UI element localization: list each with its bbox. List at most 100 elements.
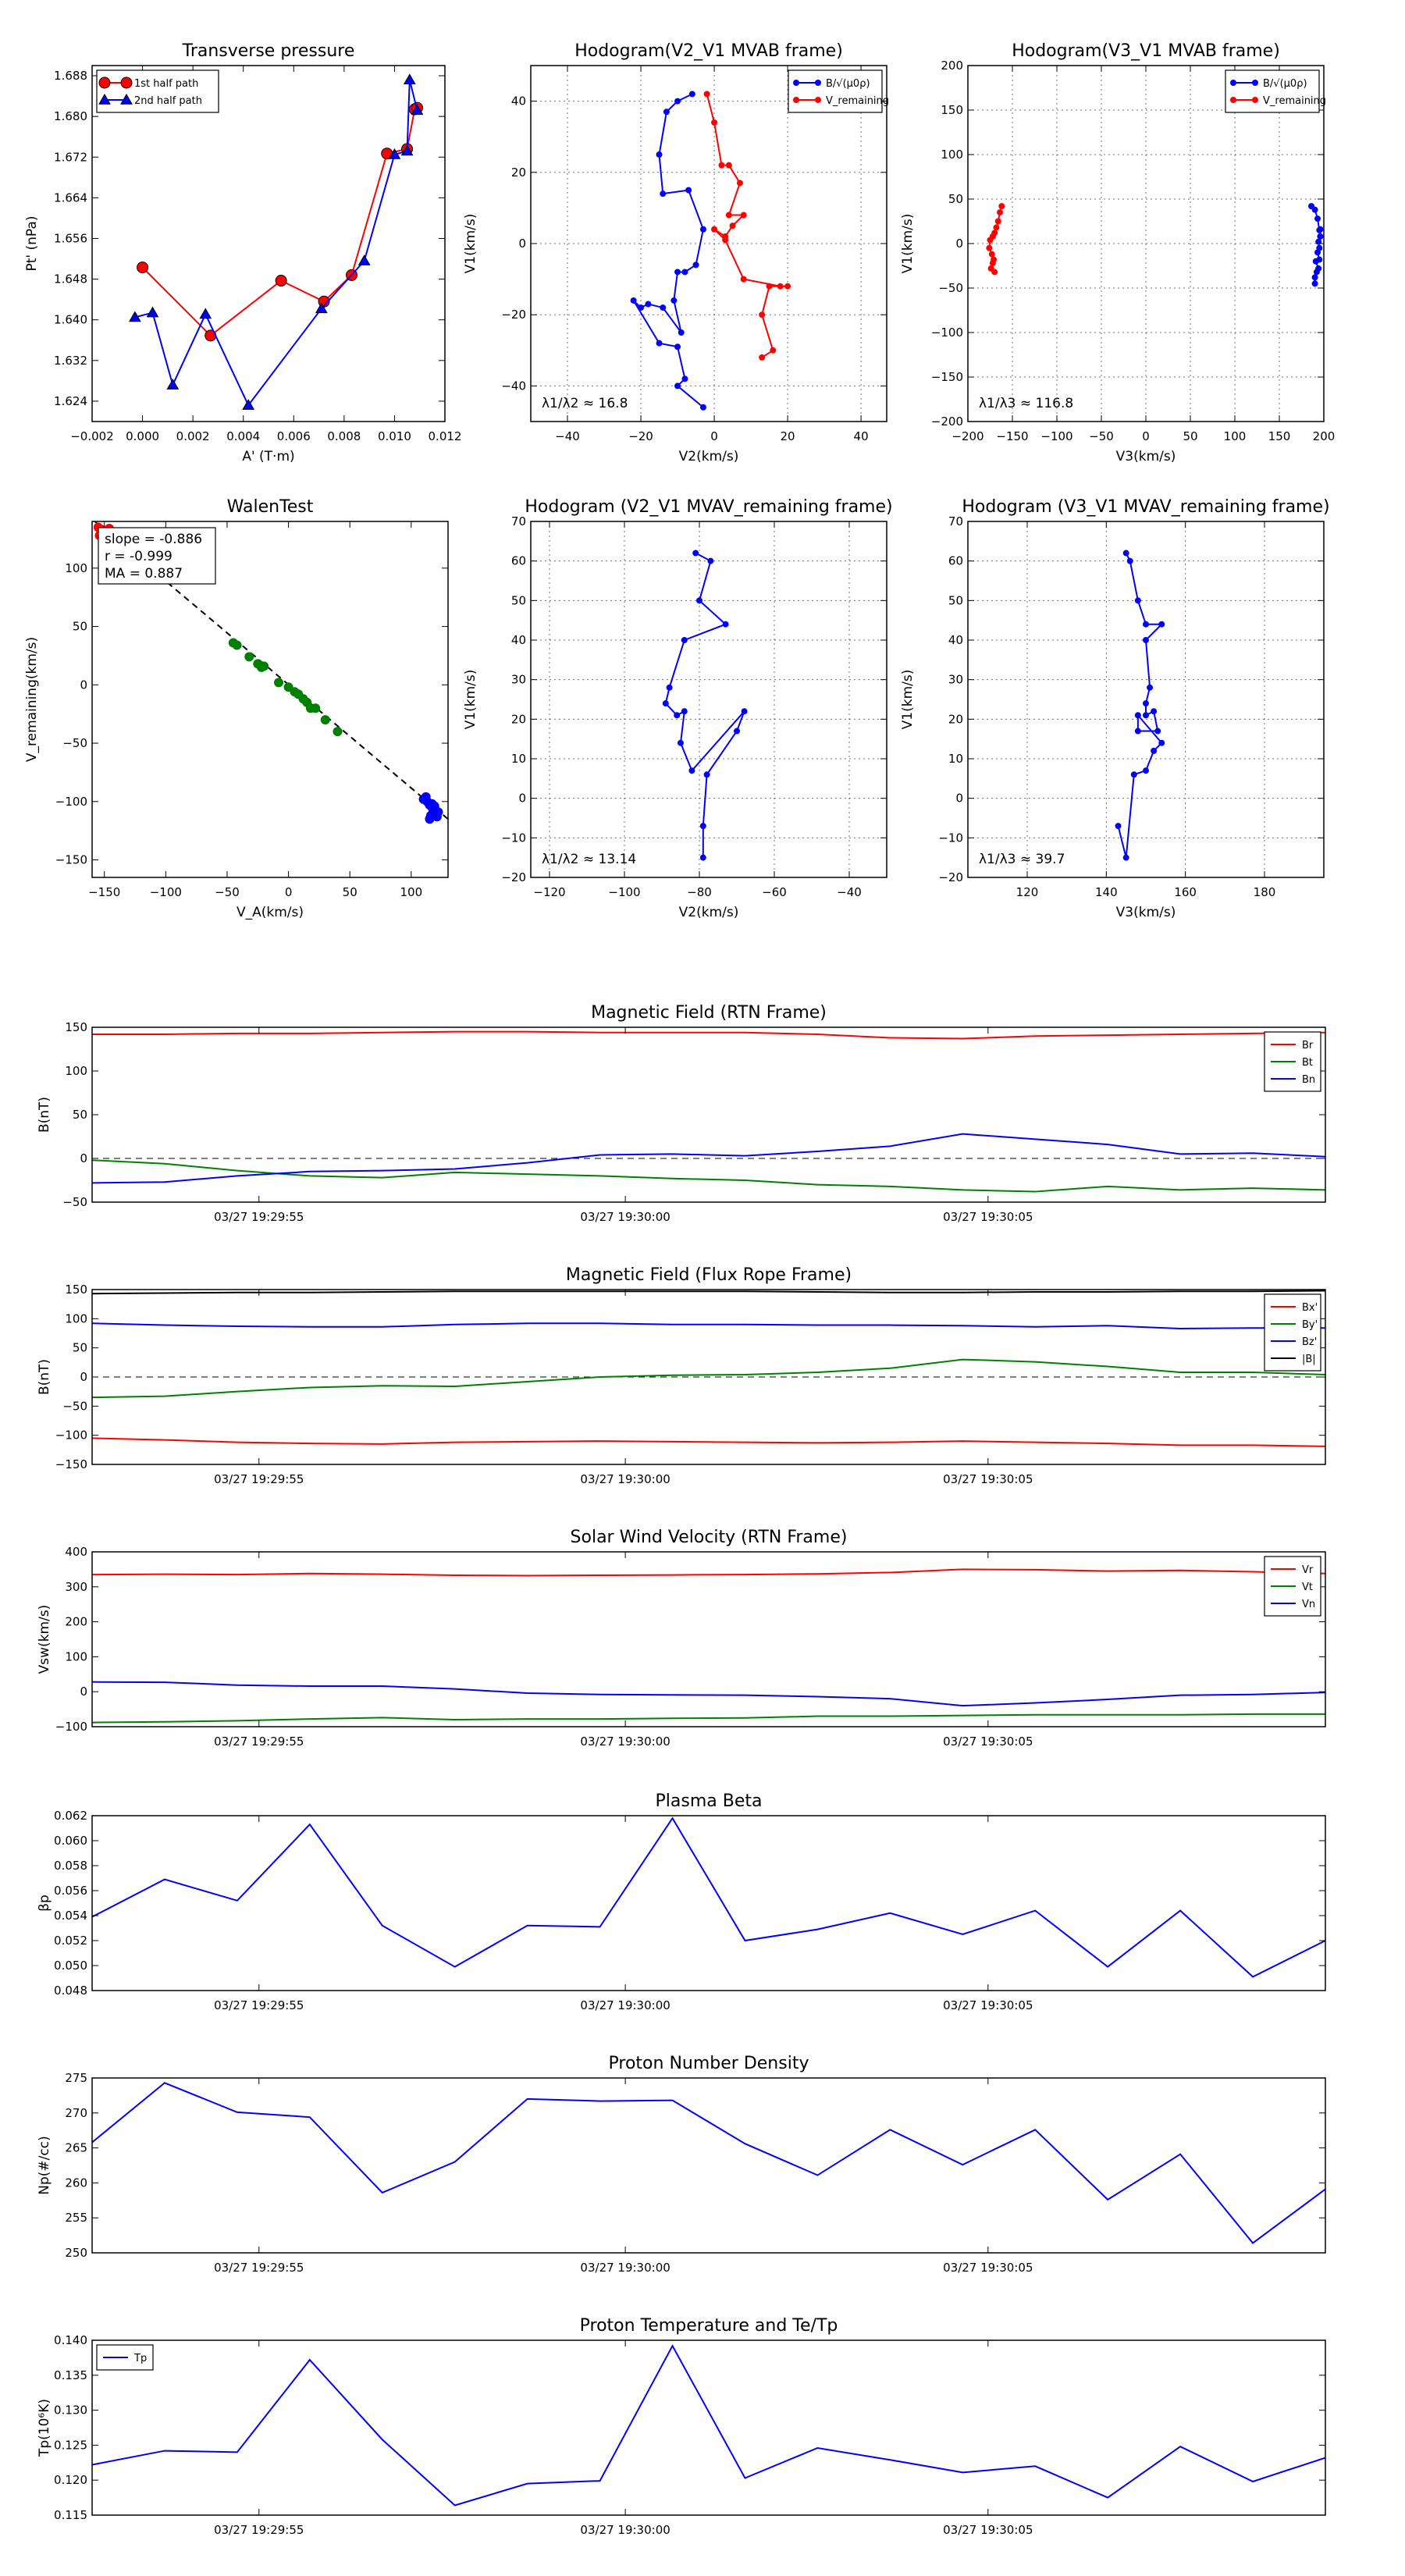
scatter-point	[244, 652, 254, 662]
y-tick-label: 0.060	[54, 1834, 87, 1848]
data-point	[699, 854, 706, 861]
y-tick-label: 30	[511, 673, 526, 687]
stats-line: r = -0.999	[105, 549, 173, 564]
x-axis-label: V2(km/s)	[679, 905, 739, 920]
legend-marker	[1230, 80, 1236, 86]
x-tick-label: 0.008	[327, 429, 361, 443]
data-point	[400, 144, 414, 156]
y-tick-label: 0.054	[54, 1909, 87, 1923]
legend-frame	[1225, 69, 1320, 113]
data-point	[388, 148, 401, 159]
y-tick-label: 20	[511, 165, 526, 180]
data-point	[662, 700, 669, 707]
data-point	[759, 311, 766, 318]
x-tick-label: 03/27 19:30:05	[943, 1998, 1033, 2012]
legend-marker	[120, 93, 133, 105]
x-tick-label: 0	[710, 429, 718, 443]
data-layer	[92, 1030, 1325, 1193]
legend: Br Bt Bn	[1264, 1031, 1321, 1092]
series-line-Bn	[92, 1133, 1325, 1184]
data-layer	[92, 1816, 1325, 1978]
y-tick-label: −150	[55, 1457, 87, 1471]
legend-label: Bz'	[1302, 1336, 1317, 1348]
data-point	[663, 109, 670, 116]
x-tick-label: −100	[608, 885, 640, 899]
x-tick-label: 03/27 19:30:00	[580, 1735, 670, 1749]
y-axis-label: Tp(10⁶K)	[37, 2399, 52, 2457]
data-point	[681, 375, 688, 382]
x-tick-label: 03/27 19:30:00	[580, 1998, 670, 2012]
data-point	[759, 354, 766, 361]
stats-line: MA = 0.887	[105, 566, 183, 582]
data-layer	[92, 2344, 1325, 2507]
data-layer	[986, 203, 1324, 287]
x-tick-label: 03/27 19:30:05	[943, 1472, 1033, 1486]
y-tick-label: 0.115	[54, 2508, 87, 2522]
data-point	[1143, 767, 1149, 774]
legend: Tp	[96, 2344, 154, 2371]
data-layer	[630, 91, 791, 411]
y-tick-label: 265	[65, 2141, 87, 2155]
y-tick-label: 0.140	[54, 2333, 87, 2347]
data-point	[638, 304, 645, 311]
legend-label: 2nd half path	[134, 95, 202, 107]
series-line-|B|	[92, 1290, 1325, 1295]
data-point	[1122, 550, 1129, 557]
y-tick-label: −100	[55, 1429, 87, 1443]
x-tick-label: 03/27 19:29:55	[214, 1735, 304, 1749]
data-point	[729, 222, 736, 229]
y-tick-label: 1.664	[54, 190, 87, 205]
axes-frame	[91, 2077, 1326, 2254]
y-tick-label: 20	[948, 712, 963, 726]
data-point	[275, 275, 287, 287]
x-tick-label: 03/27 19:29:55	[214, 2261, 304, 2275]
x-tick-label: 03/27 19:30:00	[580, 1210, 670, 1224]
scatter-point	[421, 792, 431, 802]
y-tick-label: 0.050	[54, 1959, 87, 1973]
series-line-Bt	[92, 1159, 1325, 1193]
chart-proton-temperature: 03/27 19:29:55 03/27 19:30:00 03/27 19:30:…	[37, 2316, 1326, 2537]
data-point	[1311, 280, 1318, 287]
legend-marker	[1252, 80, 1258, 86]
x-tick-label: −120	[533, 885, 565, 899]
data-point	[703, 91, 710, 98]
scatter-point	[311, 703, 321, 713]
y-tick-label: 0.135	[54, 2368, 87, 2382]
scatter-point	[333, 727, 343, 737]
data-point	[1314, 215, 1321, 222]
x-tick-label: 50	[1183, 429, 1197, 443]
data-point	[656, 151, 663, 158]
y-tick-label: 200	[941, 59, 963, 73]
legend-label: B/√(μ0ρ)	[1263, 78, 1307, 90]
x-tick-label: 0.004	[226, 429, 260, 443]
y-tick-label: 270	[65, 2106, 87, 2120]
data-point	[997, 209, 1004, 216]
data-point	[1313, 269, 1320, 276]
scatter-point	[232, 640, 242, 650]
data-point	[722, 621, 729, 628]
x-tick-label: 03/27 19:30:00	[580, 2261, 670, 2275]
y-tick-label: −20	[501, 308, 526, 322]
y-tick-label: 0.052	[54, 1934, 87, 1948]
data-layer	[129, 73, 424, 410]
data-point	[681, 637, 688, 643]
data-point	[1315, 238, 1322, 245]
x-tick-label: −200	[951, 429, 984, 443]
series-line-beta	[92, 1816, 1325, 1978]
data-point	[1130, 771, 1137, 778]
data-point	[688, 91, 695, 98]
x-tick-label: 160	[1174, 885, 1197, 899]
y-tick-label: 0.056	[54, 1884, 87, 1898]
legend-label: |B|	[1302, 1354, 1316, 1365]
legend-marker	[793, 97, 799, 103]
data-point	[1158, 739, 1165, 746]
data-point	[718, 162, 725, 169]
data-point	[1151, 708, 1158, 715]
chart-solar-wind-velocity: 03/27 19:29:55 03/27 19:30:00 03/27 19:30:…	[37, 1528, 1326, 1749]
x-tick-label: 0.000	[126, 429, 159, 443]
chart-title: Hodogram (V2_V1 MVAV_remaining frame)	[525, 497, 892, 517]
data-point	[988, 251, 995, 258]
chart-title: Proton Number Density	[609, 2054, 809, 2073]
x-tick-label: 0	[1142, 429, 1150, 443]
data-point	[1122, 854, 1129, 861]
